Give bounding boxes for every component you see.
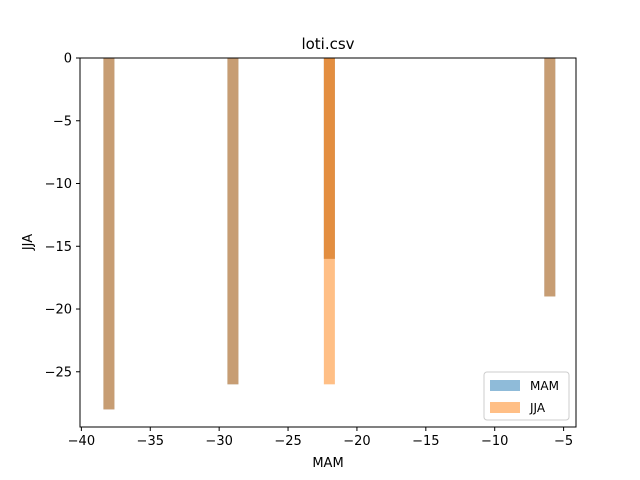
y-tick-label: 0	[64, 52, 72, 67]
legend-label-mam: MAM	[530, 379, 559, 393]
legend-label-jja: JJA	[529, 401, 546, 415]
bar-jja-4	[544, 58, 556, 297]
x-tick-label: −10	[481, 434, 508, 449]
x-tick-label: −25	[274, 434, 301, 449]
legend: MAM JJA	[483, 371, 570, 421]
y-tick-label: −5	[53, 114, 72, 129]
y-tick-label: −20	[45, 303, 72, 318]
x-axis-label: MAM	[312, 456, 343, 471]
chart-title: loti.csv	[301, 35, 354, 53]
bar-jja-0	[103, 58, 115, 410]
y-axis: 0 −5 −10 −15 −20 −25	[45, 52, 80, 380]
y-tick-label: −10	[45, 177, 72, 192]
y-tick-label: −15	[45, 240, 72, 255]
x-axis: −40 −35 −30 −25 −20 −15 −10 −5	[68, 427, 573, 449]
y-tick-label: −25	[45, 365, 72, 380]
x-tick-label: −40	[68, 434, 95, 449]
x-tick-label: −15	[412, 434, 439, 449]
legend-swatch-mam	[490, 380, 520, 391]
x-tick-label: −30	[205, 434, 232, 449]
legend-swatch-jja	[490, 402, 520, 413]
bar-jja-3	[323, 58, 335, 259]
x-tick-label: −35	[137, 434, 164, 449]
bars-layer	[103, 58, 556, 410]
x-tick-label: −20	[343, 434, 370, 449]
y-axis-label: JJA	[21, 234, 36, 251]
x-tick-label: −5	[554, 434, 573, 449]
plot-frame	[79, 57, 577, 428]
bar-jja-1	[227, 58, 239, 385]
